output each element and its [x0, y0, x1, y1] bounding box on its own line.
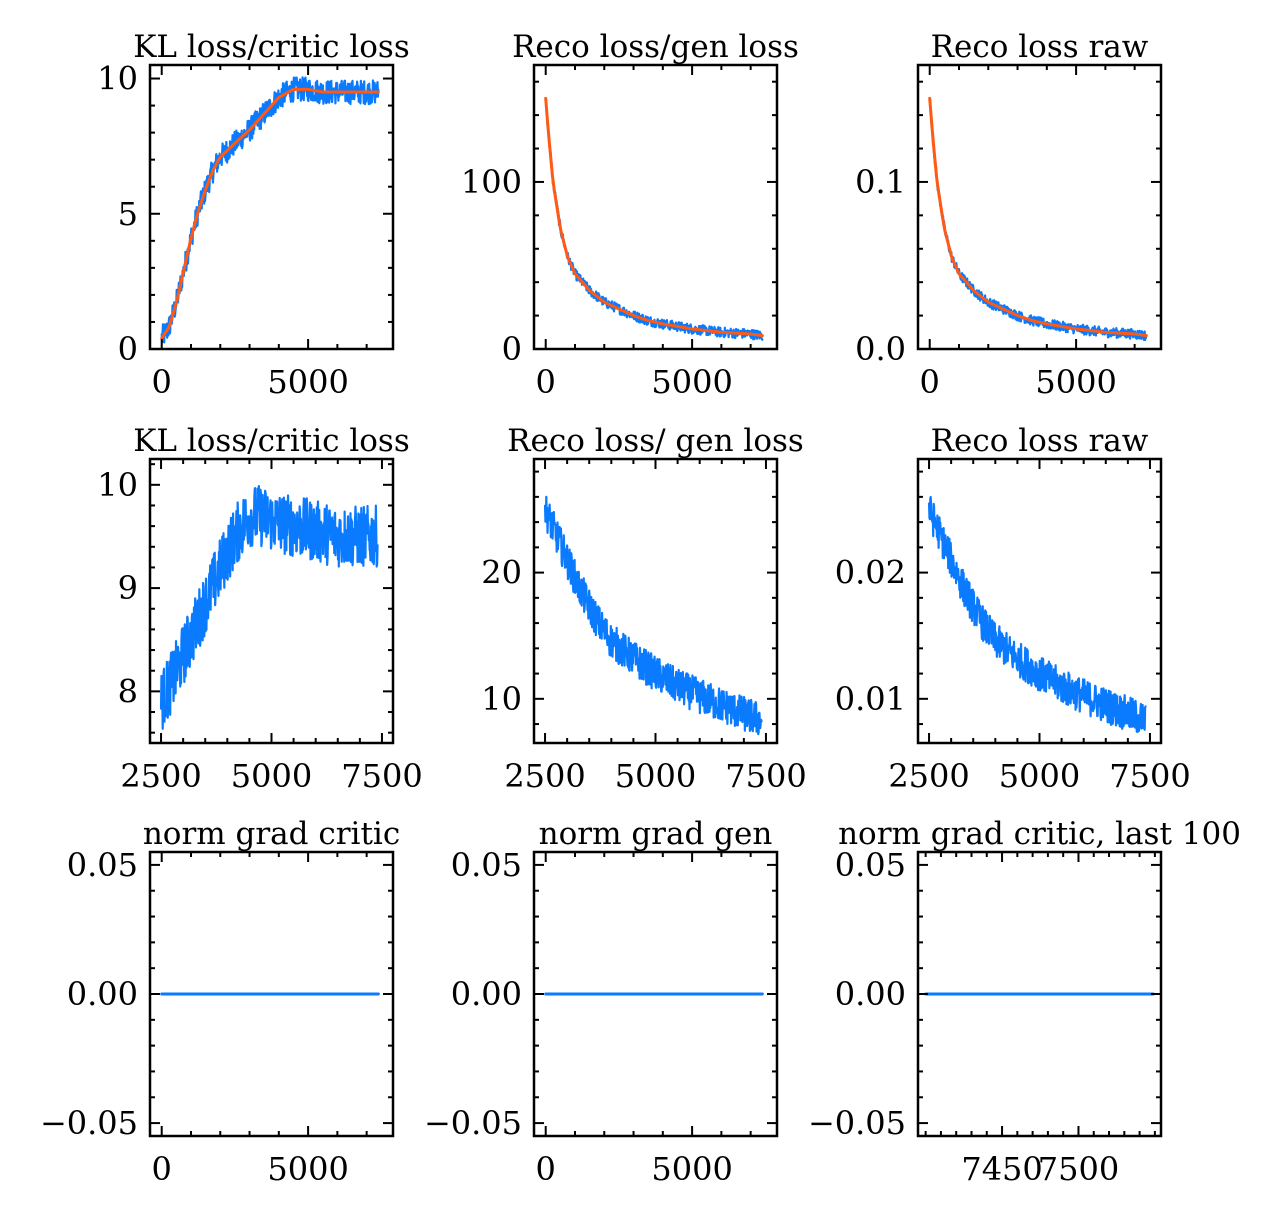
y-tick-label: 9	[118, 569, 138, 607]
x-tick-label: 5000	[651, 363, 732, 401]
subplot-title: Reco loss/ gen loss	[507, 423, 804, 459]
x-tick-label: 0	[536, 1150, 556, 1188]
x-tick-label: 7450	[961, 1150, 1042, 1188]
subplot-3: 0 5000 0.0 0.1 Reco loss raw	[855, 29, 1163, 401]
y-tick-label: 0.0	[855, 330, 906, 368]
subplot-title: norm grad critic	[143, 816, 400, 852]
series-group	[544, 96, 764, 341]
x-tick-label: 5000	[267, 363, 348, 401]
y-tick-label: 0.00	[835, 975, 906, 1013]
x-tick-label: 2500	[888, 757, 969, 795]
raw-series-line	[927, 495, 1147, 734]
y-tick-label: 0.02	[835, 554, 906, 592]
raw-series-line	[544, 100, 764, 341]
smoothed-series-line	[160, 87, 380, 340]
subplot-title: norm grad gen	[539, 816, 773, 852]
x-tick-label: 5000	[231, 757, 312, 795]
plot-frame	[916, 63, 1163, 351]
x-tick-label: 7500	[725, 757, 806, 795]
x-tick-label: 5000	[267, 1150, 348, 1188]
series-group	[159, 485, 379, 730]
y-tick-label: 0.00	[67, 975, 138, 1013]
y-tick-label: 0	[502, 330, 522, 368]
subplot-title: Reco loss raw	[931, 29, 1149, 65]
subplot-title: Reco loss/gen loss	[512, 29, 799, 65]
series-group	[160, 76, 380, 344]
y-tick-label: 20	[481, 554, 522, 592]
plot-frame	[532, 63, 779, 351]
y-tick-label: 10	[97, 60, 138, 98]
y-tick-label: 10	[481, 680, 522, 718]
raw-series-line	[160, 76, 380, 344]
plot-frame	[148, 63, 395, 351]
x-tick-label: 0	[536, 363, 556, 401]
y-tick-label: 0.01	[835, 680, 906, 718]
y-tick-label: 0.05	[67, 846, 138, 884]
subplot-title: KL loss/critic loss	[133, 423, 410, 459]
subplot-8: 0 5000 −0.05 0.00 0.05 norm grad gen	[424, 816, 779, 1188]
smoothed-series-line	[928, 96, 1148, 338]
x-tick-label: 0	[152, 363, 172, 401]
subplot-2: 0 5000 0 100 Reco loss/gen loss	[461, 29, 799, 401]
subplot-4: 2500 5000 7500 8 9 10 KL loss/critic loss	[97, 423, 422, 795]
x-tick-label: 0	[152, 1150, 172, 1188]
x-tick-label: 5000	[615, 757, 696, 795]
x-tick-label: 5000	[1035, 363, 1116, 401]
series-group	[927, 495, 1147, 734]
series-group	[928, 96, 1148, 342]
subplot-title: Reco loss raw	[931, 423, 1149, 459]
subplot-5: 2500 5000 7500 10 20 Reco loss/ gen loss	[481, 423, 806, 795]
x-tick-label: 2500	[120, 757, 201, 795]
series-group	[543, 495, 763, 736]
smoothed-series-line	[544, 96, 764, 338]
x-tick-label: 0	[920, 363, 940, 401]
y-tick-label: −0.05	[424, 1104, 522, 1142]
subplot-6: 2500 5000 7500 0.01 0.02 Reco loss raw	[835, 423, 1191, 795]
y-tick-label: 0.1	[855, 163, 906, 201]
y-tick-label: 0.00	[451, 975, 522, 1013]
y-tick-label: −0.05	[808, 1104, 906, 1142]
x-tick-label: 2500	[504, 757, 585, 795]
x-tick-label: 7500	[1038, 1150, 1119, 1188]
subplot-title: KL loss/critic loss	[133, 29, 410, 65]
y-tick-label: 5	[118, 195, 138, 233]
x-tick-label: 5000	[651, 1150, 732, 1188]
y-tick-label: 0	[118, 330, 138, 368]
y-tick-label: 0.05	[835, 846, 906, 884]
x-tick-label: 7500	[341, 757, 422, 795]
x-tick-label: 7500	[1109, 757, 1190, 795]
raw-series-line	[543, 495, 763, 736]
y-tick-label: −0.05	[40, 1104, 138, 1142]
y-tick-label: 8	[118, 672, 138, 710]
y-tick-label: 0.05	[451, 846, 522, 884]
subplot-title: norm grad critic, last 100	[838, 816, 1241, 852]
raw-series-line	[928, 99, 1148, 342]
x-tick-label: 5000	[999, 757, 1080, 795]
y-tick-label: 10	[97, 466, 138, 504]
raw-series-line	[159, 485, 379, 730]
y-tick-label: 100	[461, 163, 522, 201]
